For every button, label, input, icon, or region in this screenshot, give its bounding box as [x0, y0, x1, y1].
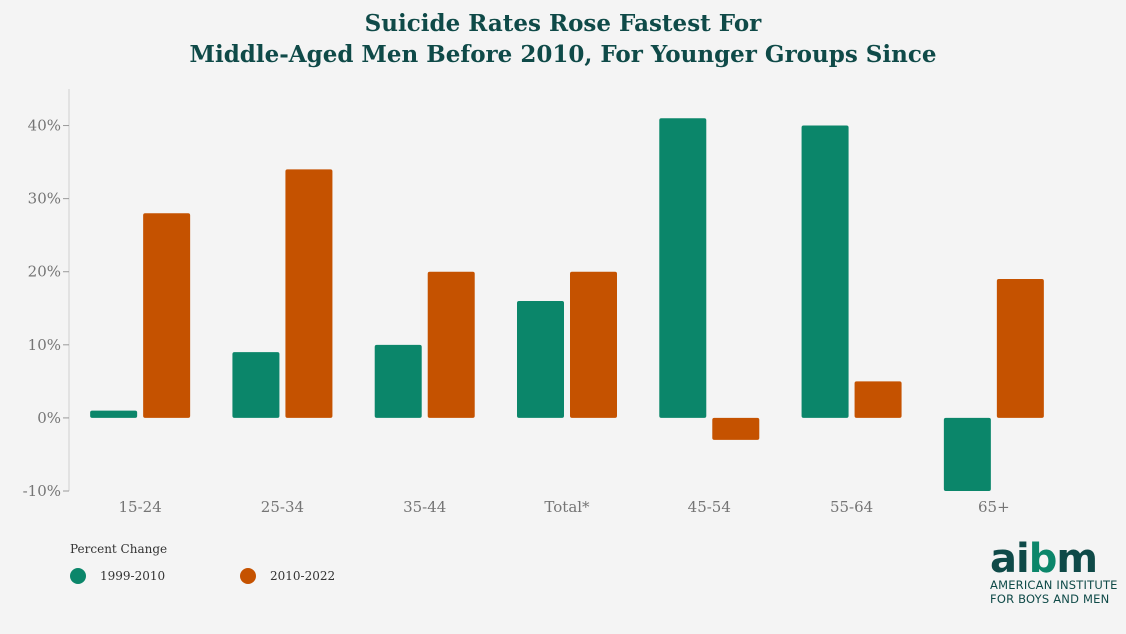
bar-2010-2022-Total*[interactable]: [570, 271, 617, 418]
x-tick-label: 25-34: [261, 498, 304, 516]
aibm-logo-line-2: FOR BOYS AND MEN: [990, 592, 1110, 606]
x-tick-label: 15-24: [119, 498, 162, 516]
y-tick-label: -10%: [23, 482, 61, 500]
y-tick-label: 0%: [37, 409, 61, 427]
bar-1999-2010-45-54[interactable]: [659, 118, 707, 418]
bar-1999-2010-15-24[interactable]: [90, 410, 138, 418]
bar-2010-2022-25-34[interactable]: [285, 169, 333, 418]
legend-item-2010-2022[interactable]: 2010-2022: [240, 568, 335, 584]
aibm-logo: aibm AMERICAN INSTITUTE FOR BOYS AND MEN: [990, 536, 1120, 606]
x-tick-label: 55-64: [830, 498, 873, 516]
bar-1999-2010-25-34[interactable]: [232, 352, 280, 418]
legend-item-1999-2010[interactable]: 1999-2010: [70, 568, 240, 584]
aibm-logo-line-1: AMERICAN INSTITUTE: [990, 578, 1118, 592]
legend-label-1999-2010: 1999-2010: [100, 569, 166, 583]
x-tick-label: 45-54: [688, 498, 731, 516]
y-tick-label: 30%: [28, 190, 61, 208]
y-tick-label: 40%: [28, 117, 61, 135]
bar-1999-2010-35-44[interactable]: [374, 344, 422, 418]
x-tick-label: Total*: [544, 498, 590, 516]
legend-label-2010-2022: 2010-2022: [270, 569, 336, 583]
legend-swatch-2010-2022: [240, 568, 256, 584]
bar-2010-2022-65+[interactable]: [996, 279, 1044, 418]
legend: Percent Change 1999-2010 2010-2022: [70, 542, 335, 584]
bar-1999-2010-Total*[interactable]: [517, 300, 564, 418]
legend-title: Percent Change: [70, 542, 168, 556]
legend-swatch-1999-2010: [70, 568, 86, 584]
y-tick-label: 10%: [28, 336, 61, 354]
bar-2010-2022-55-64[interactable]: [854, 381, 902, 418]
chart-title: Suicide Rates Rose Fastest For Middle-Ag…: [0, 8, 1126, 70]
x-tick-label: 35-44: [403, 498, 446, 516]
aibm-logo-mark: aibm: [990, 536, 1098, 582]
bar-2010-2022-15-24[interactable]: [143, 213, 191, 418]
y-tick-label: 20%: [28, 263, 61, 281]
bar-1999-2010-65+[interactable]: [943, 417, 991, 491]
bar-2010-2022-35-44[interactable]: [427, 271, 475, 418]
chart-title-line-1: Suicide Rates Rose Fastest For: [364, 10, 762, 37]
x-tick-label: 65+: [978, 498, 1010, 516]
bar-1999-2010-55-64[interactable]: [801, 125, 849, 418]
bar-2010-2022-45-54[interactable]: [712, 417, 760, 440]
chart-title-line-2: Middle-Aged Men Before 2010, For Younger…: [189, 41, 937, 68]
